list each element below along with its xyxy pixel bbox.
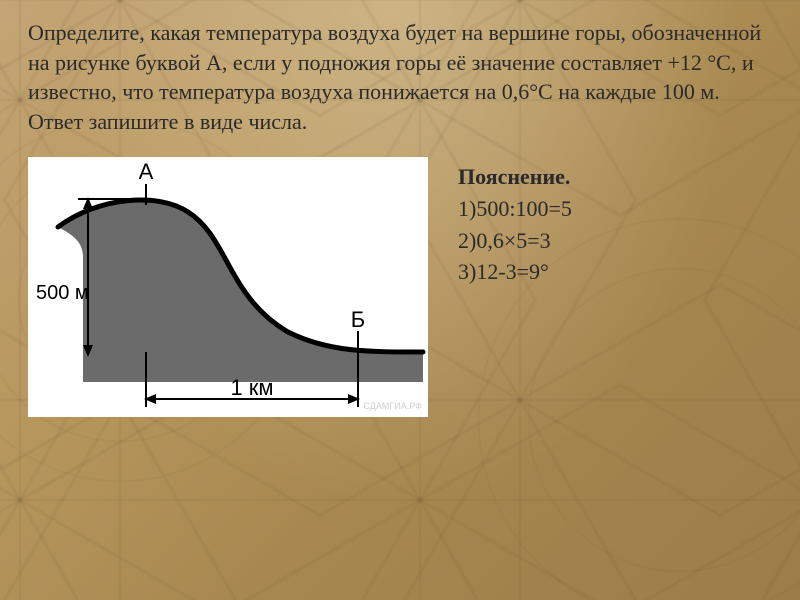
explanation-step: 1)500:100=5 (458, 193, 572, 225)
mountain-shape (58, 200, 423, 382)
mountain-figure: А Б 500 м 1 км СДАМГИА.РФ (28, 157, 428, 417)
explanation-block: Пояснение. 1)500:100=5 2)0,6×5=3 3)12-3=… (458, 157, 572, 289)
label-height: 500 м (36, 282, 89, 304)
explanation-step: 2)0,6×5=3 (458, 225, 572, 257)
label-width: 1 км (230, 375, 273, 400)
figure-watermark: СДАМГИА.РФ (364, 401, 423, 411)
lower-row: А Б 500 м 1 км СДАМГИА.РФ Пояснение. 1)5… (28, 157, 772, 417)
mountain-svg: А Б 500 м 1 км (28, 157, 428, 417)
explanation-step: 3)12-3=9° (458, 256, 572, 288)
slide-content: Определите, какая температура воздуха бу… (0, 0, 800, 417)
question-text: Определите, какая температура воздуха бу… (28, 18, 772, 137)
label-a: А (139, 159, 154, 184)
label-b: Б (351, 307, 365, 332)
explanation-heading: Пояснение. (458, 161, 572, 193)
